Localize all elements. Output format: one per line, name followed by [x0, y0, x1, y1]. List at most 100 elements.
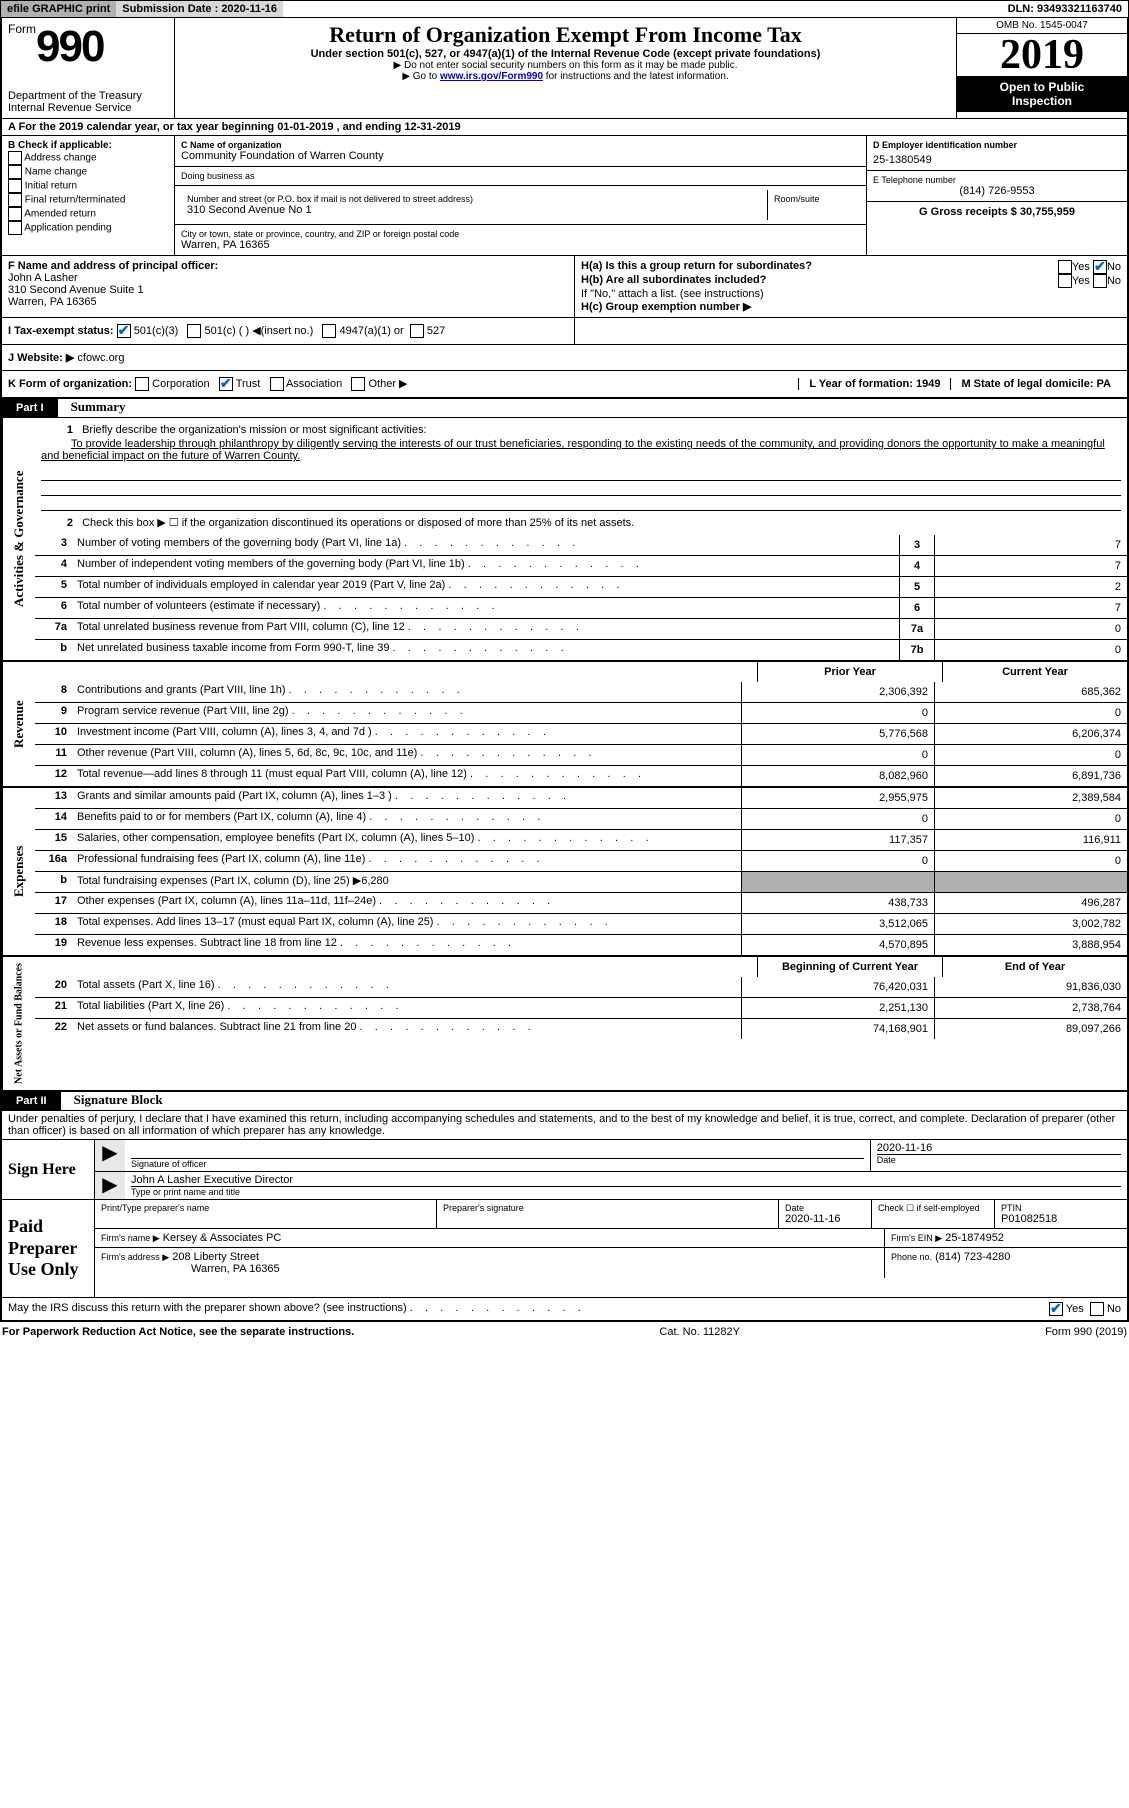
instr-post: for instructions and the latest informat… [543, 71, 729, 82]
current-value: 0 [934, 851, 1127, 871]
line-number: 14 [35, 809, 73, 829]
line-number: 7a [35, 619, 73, 639]
501c-checkbox[interactable] [187, 324, 201, 338]
form-title: Return of Organization Exempt From Incom… [179, 22, 952, 48]
instr-pre: ▶ Go to [402, 71, 440, 82]
prep-date: 2020-11-16 [785, 1213, 865, 1225]
dept-treasury: Department of the Treasury [8, 90, 168, 102]
501c3-checkbox[interactable] [117, 324, 131, 338]
officer-label: F Name and address of principal officer: [8, 260, 568, 272]
line-number: 5 [35, 577, 73, 597]
ein-value: 25-1380549 [873, 154, 1121, 166]
app-pending-checkbox[interactable] [8, 221, 22, 235]
amended-return-checkbox[interactable] [8, 207, 22, 221]
col-begin-year: Beginning of Current Year [757, 957, 942, 977]
officer-print-name: John A Lasher Executive Director [131, 1174, 1121, 1186]
vtab-expenses: Expenses [2, 788, 35, 955]
summary-line: 18 Total expenses. Add lines 13–17 (must… [35, 913, 1127, 934]
submission-date-button[interactable]: Submission Date : 2020-11-16 [116, 1, 283, 17]
line-desc: Program service revenue (Part VIII, line… [73, 703, 741, 723]
state-domicile: M State of legal domicile: PA [950, 378, 1121, 390]
page-footer: For Paperwork Reduction Act Notice, see … [0, 1322, 1129, 1342]
hb-no-label: No [1107, 275, 1121, 287]
summary-line: 15 Salaries, other compensation, employe… [35, 829, 1127, 850]
line-number: 6 [35, 598, 73, 618]
ha-label: H(a) Is this a group return for subordin… [581, 260, 812, 272]
opt-501c: 501(c) ( ) ◀(insert no.) [205, 325, 314, 337]
discuss-yes-checkbox[interactable] [1049, 1302, 1063, 1316]
line-desc: Number of voting members of the governin… [73, 535, 899, 555]
ha-yes-checkbox[interactable] [1058, 260, 1072, 274]
col-current-year: Current Year [942, 662, 1127, 682]
sign-here-label: Sign Here [2, 1140, 94, 1199]
form-container: Form990 Department of the Treasury Inter… [0, 18, 1129, 1322]
org-name-label: C Name of organization [181, 140, 860, 150]
gross-receipts: G Gross receipts $ 30,755,959 [867, 202, 1127, 222]
col-f: F Name and address of principal officer:… [2, 256, 575, 317]
opt-initial-return: Initial return [25, 181, 77, 192]
col-b: B Check if applicable: Address change Na… [2, 136, 175, 255]
opt-assoc: Association [286, 378, 342, 390]
address-change-checkbox[interactable] [8, 151, 22, 165]
officer-print-label: Type or print name and title [131, 1186, 1121, 1197]
col-c: C Name of organization Community Foundat… [175, 136, 867, 255]
tax-year: 2019 [957, 34, 1127, 76]
firm-phone-label: Phone no. [891, 1252, 932, 1262]
current-value: 116,911 [934, 830, 1127, 850]
irs-link[interactable]: www.irs.gov/Form990 [440, 71, 543, 82]
other-checkbox[interactable] [351, 377, 365, 391]
final-return-checkbox[interactable] [8, 193, 22, 207]
assoc-checkbox[interactable] [270, 377, 284, 391]
opt-final-return: Final return/terminated [25, 195, 126, 206]
prior-value: 117,357 [741, 830, 934, 850]
prior-value: 5,776,568 [741, 724, 934, 744]
officer-name-row: ▶ John A Lasher Executive Director Type … [95, 1172, 1127, 1199]
efile-print-button[interactable]: efile GRAPHIC print [1, 1, 116, 17]
summary-line: 17 Other expenses (Part IX, column (A), … [35, 892, 1127, 913]
part2-title: Signature Block [64, 1092, 163, 1108]
initial-return-checkbox[interactable] [8, 179, 22, 193]
preparer-right: Print/Type preparer's name Preparer's si… [94, 1200, 1127, 1297]
firm-ein: 25-1874952 [945, 1232, 1004, 1244]
4947-checkbox[interactable] [322, 324, 336, 338]
line-desc: Total number of volunteers (estimate if … [73, 598, 899, 618]
firm-ein-label: Firm's EIN ▶ [891, 1233, 942, 1243]
prep-date-label: Date [785, 1203, 865, 1213]
opt-other: Other ▶ [368, 378, 407, 390]
opt-trust: Trust [236, 378, 261, 390]
prior-value: 0 [741, 703, 934, 723]
527-checkbox[interactable] [410, 324, 424, 338]
hb-yes-checkbox[interactable] [1058, 274, 1072, 288]
instr-link-row: ▶ Go to www.irs.gov/Form990 for instruct… [179, 71, 952, 82]
line-desc: Total expenses. Add lines 13–17 (must eq… [73, 914, 741, 934]
arrow-icon: ▶ [95, 1172, 125, 1199]
hb-no-checkbox[interactable] [1093, 274, 1107, 288]
open-to-public: Open to Public Inspection [957, 76, 1127, 112]
end-value: 89,097,266 [934, 1019, 1127, 1039]
prior-value: 2,955,975 [741, 788, 934, 808]
opt-corp: Corporation [152, 378, 209, 390]
line-number: 9 [35, 703, 73, 723]
line-number: 16a [35, 851, 73, 871]
rev-section: Revenue Prior Year Current Year 8 Contri… [2, 660, 1127, 786]
prior-value: 0 [741, 809, 934, 829]
corp-checkbox[interactable] [135, 377, 149, 391]
prior-value: 438,733 [741, 893, 934, 913]
ha-no-checkbox[interactable] [1093, 260, 1107, 274]
name-change-checkbox[interactable] [8, 165, 22, 179]
addr-label: Number and street (or P.O. box if mail i… [187, 194, 761, 204]
line-number: 22 [35, 1019, 73, 1039]
summary-line: b Net unrelated business taxable income … [35, 639, 1127, 660]
firm-addr2: Warren, PA 16365 [101, 1263, 280, 1275]
hb-label: H(b) Are all subordinates included? [581, 274, 766, 286]
line-value: 2 [934, 577, 1127, 597]
summary-line: 10 Investment income (Part VIII, column … [35, 723, 1127, 744]
officer-addr2: Warren, PA 16365 [8, 296, 568, 308]
current-value: 0 [934, 703, 1127, 723]
summary-line: 12 Total revenue—add lines 8 through 11 … [35, 765, 1127, 786]
form-number: 990 [36, 22, 103, 71]
org-name: Community Foundation of Warren County [181, 150, 860, 162]
discuss-no-checkbox[interactable] [1090, 1302, 1104, 1316]
summary-line: 5 Total number of individuals employed i… [35, 576, 1127, 597]
trust-checkbox[interactable] [219, 377, 233, 391]
